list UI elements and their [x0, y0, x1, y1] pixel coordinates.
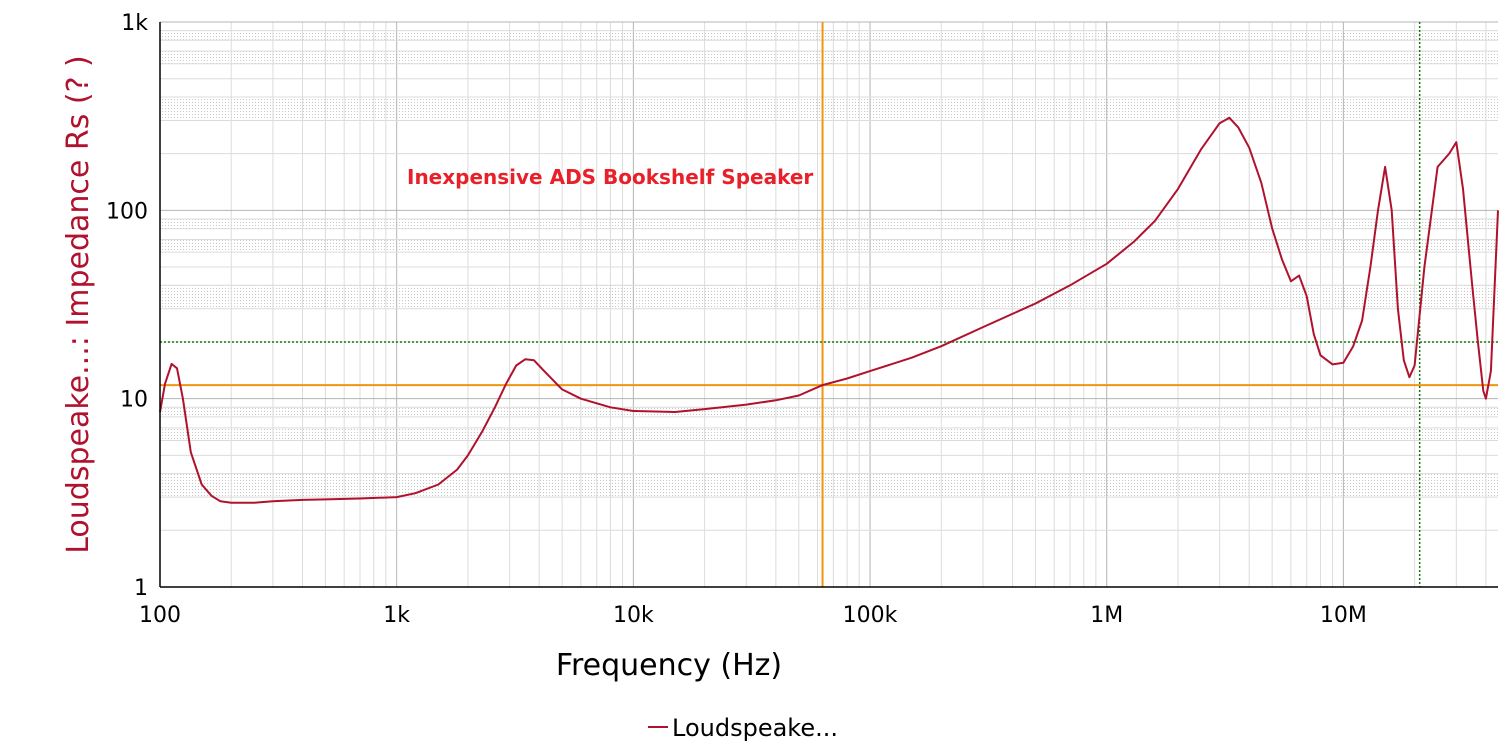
x-tick-label: 1k	[383, 603, 410, 628]
grid-band	[160, 51, 1498, 64]
x-axis-title: Frequency (Hz)	[556, 648, 782, 683]
x-tick-label: 100k	[843, 603, 898, 628]
x-tick-label: 10k	[613, 603, 654, 628]
grid-band	[160, 407, 1498, 417]
grid-band	[160, 285, 1498, 309]
grid-band	[160, 96, 1498, 121]
grid-band	[160, 218, 1498, 229]
grid-band	[160, 473, 1498, 498]
y-tick-label: 10	[120, 388, 148, 413]
grid-band	[160, 30, 1498, 41]
y-tick-label: 1k	[121, 11, 148, 36]
chart-annotation: Inexpensive ADS Bookshelf Speaker	[407, 165, 813, 189]
series-line-impedance	[159, 116, 1499, 504]
x-tick-label: 1M	[1090, 603, 1123, 628]
grid-band	[160, 427, 1498, 441]
y-tick-label: 1	[134, 576, 148, 601]
y-tick-label: 100	[106, 199, 148, 224]
x-tick-label: 100	[139, 603, 181, 628]
legend-label: Loudspeake...	[672, 714, 838, 742]
y-axis-title: Loudspeake...: Impedance Rs (? )	[61, 55, 96, 554]
x-tick-label: 10M	[1320, 603, 1367, 628]
grid-band	[160, 239, 1498, 253]
